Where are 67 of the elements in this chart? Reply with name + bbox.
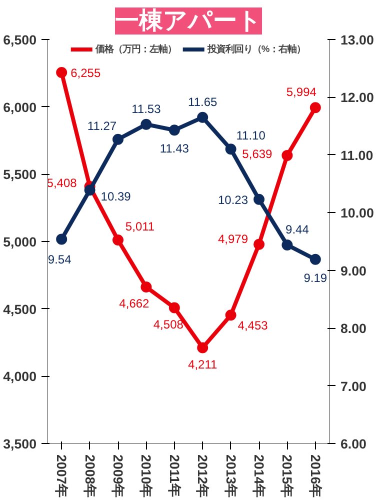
point xyxy=(254,238,264,250)
x-tick-label: 2013年 xyxy=(223,454,238,498)
legend-label: 価格（万円：左軸） xyxy=(95,42,176,56)
text: 4,453 xyxy=(238,318,268,333)
point xyxy=(168,302,180,314)
text: 11.43 xyxy=(160,142,189,156)
point xyxy=(84,184,96,196)
x-tick-label: 2007年 xyxy=(54,454,70,498)
text: 9.19 xyxy=(304,270,328,285)
point xyxy=(225,310,236,321)
text: 10.23 xyxy=(218,192,248,207)
point xyxy=(254,194,264,205)
y2-tick-label: 7.00 xyxy=(340,378,366,394)
y-tick-label: 5,000 xyxy=(3,234,37,250)
point xyxy=(282,150,293,161)
text: 10.39 xyxy=(100,190,131,204)
point xyxy=(168,124,180,136)
y2-tick-label: 8.00 xyxy=(340,321,366,336)
point xyxy=(140,118,152,130)
x-tick-label: 2015年 xyxy=(280,454,295,498)
x-tick-label: 2009年 xyxy=(110,454,126,498)
y2-tick-label: 10.00 xyxy=(340,206,374,221)
text: 5,408 xyxy=(46,176,77,190)
y-tick-label: 3,500 xyxy=(3,436,37,452)
text: 4,662 xyxy=(119,296,150,311)
y2-tick-label: 12.00 xyxy=(340,90,374,106)
y-tick-label: 6,000 xyxy=(3,100,37,115)
point xyxy=(56,67,68,78)
text: 9.44 xyxy=(286,222,309,236)
point xyxy=(225,144,236,155)
y2-tick-label: 11.00 xyxy=(340,148,374,163)
text: 5,011 xyxy=(125,220,155,234)
point xyxy=(282,239,293,250)
point xyxy=(112,134,124,145)
text: 4,211 xyxy=(188,357,218,372)
text: 5,994 xyxy=(286,85,316,100)
point xyxy=(140,282,152,293)
x-tick-label: 2011年 xyxy=(166,454,182,496)
point xyxy=(310,254,321,265)
y2-tick-label: 6.00 xyxy=(340,436,366,452)
text: 5,639 xyxy=(242,146,272,161)
text: 4,979 xyxy=(218,232,248,246)
text: 6,255 xyxy=(70,66,101,80)
text: 11.65 xyxy=(188,94,218,109)
x-tick-label: 2008年 xyxy=(82,454,98,498)
x-tick-label: 2012年 xyxy=(195,454,210,498)
point xyxy=(112,234,124,246)
point xyxy=(197,342,208,354)
y-tick-label: 5,500 xyxy=(3,167,37,182)
point xyxy=(310,102,321,114)
x-tick-label: 2016年 xyxy=(308,454,323,498)
y2-tick-label: 13.00 xyxy=(340,32,374,48)
y-tick-label: 6,500 xyxy=(3,32,37,48)
text: 9.54 xyxy=(48,252,72,267)
text: 11.27 xyxy=(87,118,117,133)
y-tick-label: 4,500 xyxy=(3,302,37,317)
chart-title: 一棟アパート xyxy=(115,8,262,34)
point xyxy=(197,112,208,123)
y-tick-label: 4,000 xyxy=(3,369,37,384)
text: 11.53 xyxy=(132,102,161,116)
legend-label: 投資利回り（%：右軸） xyxy=(207,42,306,56)
text: 4,508 xyxy=(153,317,184,332)
point xyxy=(56,234,68,245)
y2-tick-label: 9.00 xyxy=(340,263,366,278)
x-tick-label: 2010年 xyxy=(138,454,154,498)
text: 11.10 xyxy=(236,128,266,143)
x-tick-label: 2014年 xyxy=(252,454,266,498)
